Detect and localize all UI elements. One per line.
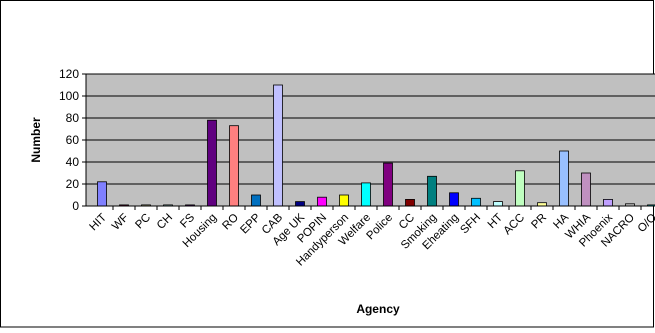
bar-cab — [274, 85, 283, 206]
y-tick-label: 80 — [66, 111, 80, 125]
x-axis-title: Agency — [356, 302, 400, 316]
bar-police — [384, 163, 393, 206]
bar-smoking — [428, 176, 437, 206]
bar-ht — [494, 202, 503, 206]
bar-eheating — [450, 193, 459, 206]
bar-popin — [318, 197, 327, 206]
y-tick-label: 100 — [59, 89, 79, 103]
bar-ro — [230, 126, 239, 206]
y-tick-label: 20 — [66, 177, 80, 191]
bar-handyperson — [340, 195, 349, 206]
bar-hit — [98, 182, 107, 206]
bar-age-uk — [296, 202, 305, 206]
y-tick-label: 60 — [66, 133, 80, 147]
y-tick-label: 0 — [72, 199, 79, 213]
y-tick-label: 40 — [66, 155, 80, 169]
y-axis-title: Number — [29, 117, 43, 163]
bar-acc — [516, 171, 525, 206]
bar-housing — [208, 120, 217, 206]
bar-welfare — [362, 183, 371, 206]
bar-whia — [582, 173, 591, 206]
y-tick-label: 120 — [59, 67, 79, 81]
bar-phoenix — [604, 199, 613, 206]
bar-cc — [406, 199, 415, 206]
bar-epp — [252, 195, 261, 206]
bar-sfh — [472, 198, 481, 206]
bar-ha — [560, 151, 569, 206]
